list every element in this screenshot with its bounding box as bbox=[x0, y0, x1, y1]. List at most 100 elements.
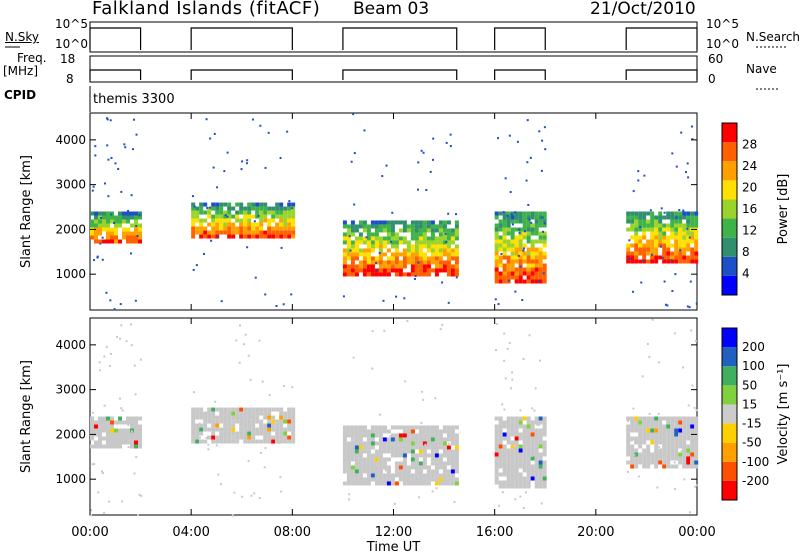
velocity-cell bbox=[394, 433, 399, 438]
velocity-cell bbox=[446, 437, 451, 442]
power-noise bbox=[628, 258, 631, 261]
velocity-noise bbox=[198, 422, 201, 425]
velocity-colorbar-tick-4: -15 bbox=[742, 417, 762, 431]
velocity-cell bbox=[654, 452, 659, 457]
velocity-noise bbox=[277, 441, 280, 444]
power-noise bbox=[521, 299, 524, 302]
velocity-cell bbox=[662, 416, 667, 421]
power-cell bbox=[534, 251, 539, 256]
power-ylabel: Slant Range [km] bbox=[19, 155, 34, 268]
power-cell bbox=[674, 235, 679, 240]
power-echo-block-4 bbox=[626, 125, 699, 309]
velocity-cell bbox=[418, 481, 423, 486]
power-cell bbox=[374, 244, 379, 249]
power-cell bbox=[390, 236, 395, 241]
power-cell bbox=[247, 206, 252, 211]
velocity-cell bbox=[370, 425, 375, 430]
power-cell bbox=[442, 260, 447, 265]
power-cell bbox=[366, 264, 371, 269]
velocity-cell bbox=[354, 473, 359, 478]
velocity-noise bbox=[98, 361, 101, 364]
velocity-noise bbox=[519, 409, 522, 412]
velocity-cell bbox=[422, 477, 427, 482]
power-cell bbox=[211, 222, 216, 227]
power-cell bbox=[542, 275, 547, 280]
velocity-cell bbox=[394, 461, 399, 466]
velocity-cell bbox=[398, 469, 403, 474]
power-cell bbox=[418, 220, 423, 225]
power-cell bbox=[510, 251, 515, 256]
velocity-cell bbox=[378, 457, 383, 462]
power-cell bbox=[542, 251, 547, 256]
power-cell bbox=[442, 252, 447, 257]
velocity-cell bbox=[514, 448, 519, 453]
velocity-cell bbox=[522, 452, 527, 457]
velocity-cell bbox=[678, 416, 683, 421]
velocity-cell bbox=[398, 425, 403, 430]
velocity-cell bbox=[122, 428, 126, 433]
velocity-cell bbox=[630, 452, 635, 457]
power-cell bbox=[195, 218, 200, 223]
power-noise bbox=[395, 295, 398, 298]
velocity-cell bbox=[350, 477, 355, 482]
power-cell bbox=[682, 259, 687, 264]
power-cell bbox=[191, 210, 196, 215]
power-cell bbox=[530, 275, 535, 280]
power-cell bbox=[626, 243, 631, 248]
power-cell bbox=[650, 247, 655, 252]
velocity-cell bbox=[534, 436, 539, 441]
power-noise bbox=[628, 239, 631, 242]
power-cell bbox=[251, 226, 256, 231]
velocity-cell bbox=[498, 456, 503, 461]
power-cell bbox=[346, 240, 351, 245]
power-cell bbox=[658, 211, 663, 216]
power-cell bbox=[542, 255, 547, 260]
power-noise bbox=[113, 222, 116, 225]
velocity-cell bbox=[422, 465, 427, 470]
velocity-cell bbox=[251, 427, 256, 432]
power-cell bbox=[370, 272, 375, 277]
power-cell bbox=[414, 232, 419, 237]
velocity-noise bbox=[258, 339, 261, 342]
power-cell bbox=[426, 240, 431, 245]
power-cell bbox=[654, 227, 659, 232]
velocity-cell bbox=[510, 420, 515, 425]
velocity-cell bbox=[402, 449, 407, 454]
power-cell bbox=[446, 232, 451, 237]
power-cell bbox=[426, 224, 431, 229]
power-cell bbox=[630, 255, 635, 260]
velocity-cell bbox=[682, 452, 687, 457]
velocity-noise bbox=[508, 342, 511, 345]
power-cell bbox=[138, 227, 142, 232]
power-cell bbox=[275, 222, 280, 227]
velocity-cell bbox=[538, 432, 543, 437]
velocity-cell bbox=[410, 473, 415, 478]
velocity-ytick-label-2: 2000 bbox=[55, 427, 86, 441]
power-cell bbox=[422, 252, 427, 257]
velocity-cell bbox=[386, 437, 391, 442]
velocity-cell bbox=[498, 444, 503, 449]
power-cell bbox=[518, 251, 523, 256]
power-cell bbox=[678, 243, 683, 248]
power-noise bbox=[216, 186, 219, 189]
velocity-noise bbox=[658, 445, 661, 448]
velocity-cell bbox=[658, 428, 663, 433]
power-cell bbox=[434, 260, 439, 265]
velocity-cell bbox=[682, 420, 687, 425]
power-cell bbox=[658, 255, 663, 260]
velocity-cell bbox=[498, 416, 503, 421]
power-cell bbox=[522, 251, 527, 256]
velocity-cell bbox=[650, 416, 655, 421]
velocity-cell bbox=[690, 452, 695, 457]
power-noise bbox=[241, 160, 244, 163]
velocity-cell bbox=[223, 415, 228, 420]
power-cell bbox=[646, 211, 651, 216]
velocity-cell bbox=[454, 437, 459, 442]
velocity-cell bbox=[275, 435, 280, 440]
power-cell bbox=[682, 247, 687, 252]
velocity-cell bbox=[686, 432, 691, 437]
velocity-cell bbox=[650, 432, 655, 437]
velocity-colorbar-swatch-5 bbox=[722, 385, 737, 405]
velocity-cell bbox=[199, 439, 204, 444]
power-cell bbox=[674, 239, 679, 244]
